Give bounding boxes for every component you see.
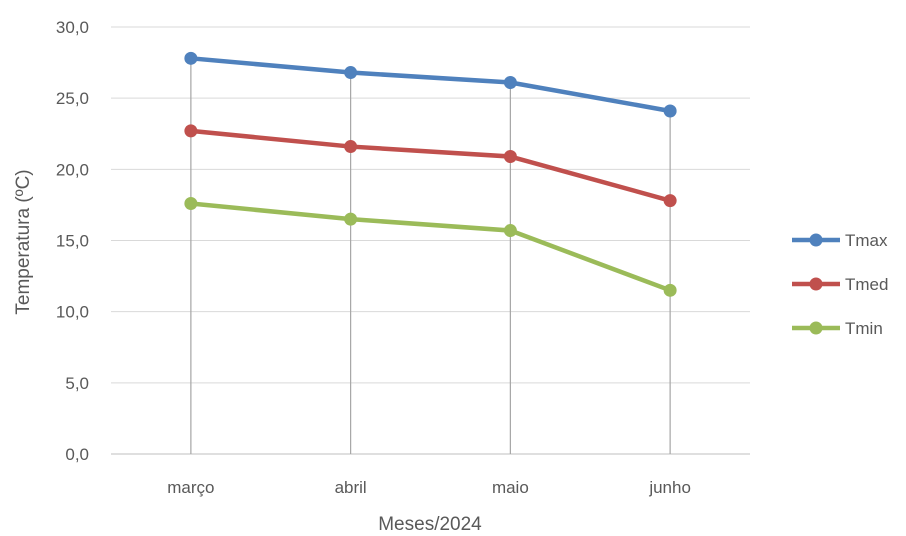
x-tick-label: março	[167, 478, 214, 497]
series-markers	[184, 51, 677, 297]
data-point-tmin	[663, 283, 677, 297]
legend-label: Tmin	[845, 319, 883, 338]
x-axis-title: Meses/2024	[378, 514, 482, 535]
data-point-tmax	[503, 76, 517, 90]
legend-swatch-marker	[809, 233, 823, 247]
data-point-tmed	[184, 124, 198, 138]
legend-swatch-marker	[809, 321, 823, 335]
legend-label: Tmax	[845, 231, 888, 250]
data-point-tmax	[663, 104, 677, 118]
gridlines	[111, 26, 750, 455]
y-tick-label: 20,0	[56, 160, 89, 179]
y-tick-label: 5,0	[65, 374, 89, 393]
x-tick-label: maio	[492, 478, 529, 497]
y-tick-label: 0,0	[65, 445, 89, 464]
y-tick-label: 15,0	[56, 232, 89, 251]
x-tick-label: junho	[648, 478, 691, 497]
data-point-tmin	[184, 196, 198, 210]
data-point-tmin	[344, 212, 358, 226]
series-line-tmed	[188, 128, 673, 203]
y-tick-label: 10,0	[56, 303, 89, 322]
series-lines	[188, 56, 673, 293]
y-tick-label: 30,0	[56, 18, 89, 37]
legend-label: Tmed	[845, 275, 888, 294]
data-point-tmax	[344, 66, 358, 80]
y-tick-label: 25,0	[56, 89, 89, 108]
data-point-tmin	[503, 224, 517, 238]
data-point-tmax	[184, 51, 198, 65]
drop-lines	[190, 58, 671, 454]
y-axis-tick-labels: 0,0 5,0 10,0 15,0 20,0 25,0 30,0	[56, 18, 89, 464]
series-line-tmax	[188, 56, 673, 114]
data-point-tmed	[503, 150, 517, 164]
legend: Tmax Tmed Tmin	[792, 231, 888, 338]
y-axis-title: Temperatura (ºC)	[13, 169, 34, 314]
x-axis-tick-labels: março abril maio junho	[167, 478, 691, 497]
x-tick-label: abril	[335, 478, 367, 497]
data-point-tmed	[344, 140, 358, 154]
data-point-tmed	[663, 194, 677, 208]
series-line-tmin	[188, 201, 673, 293]
legend-swatch-marker	[809, 277, 823, 291]
